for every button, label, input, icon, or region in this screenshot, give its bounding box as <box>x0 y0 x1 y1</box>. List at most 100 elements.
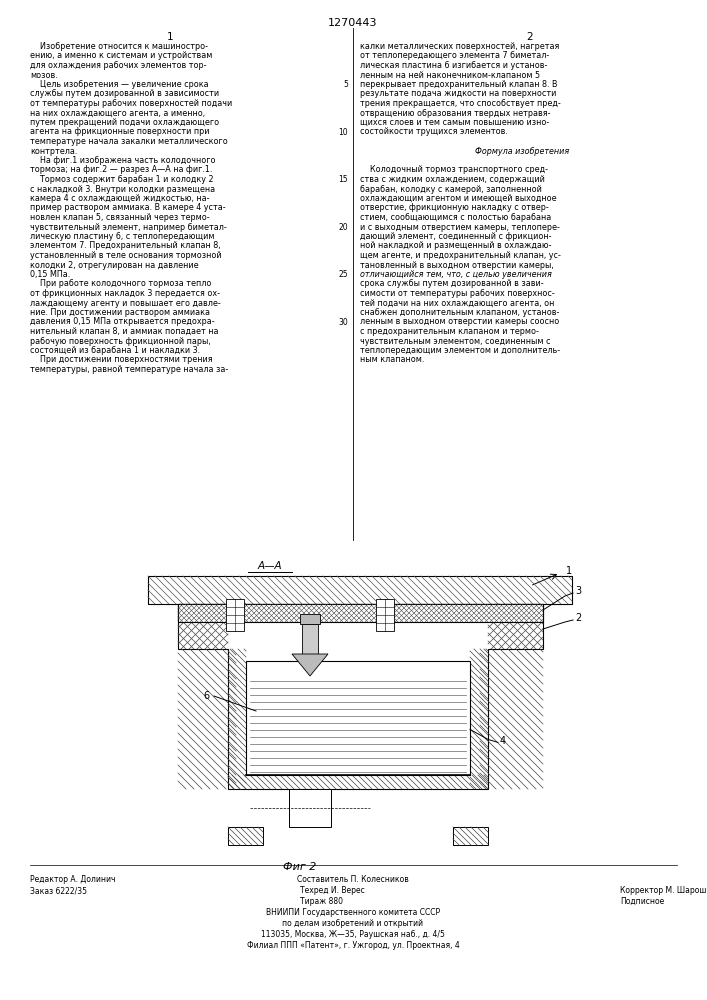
Text: колодки 2, отрегулирован на давление: колодки 2, отрегулирован на давление <box>30 260 199 269</box>
Text: 1270443: 1270443 <box>328 18 378 28</box>
Text: и с выходным отверстием камеры, теплопере-: и с выходным отверстием камеры, теплопер… <box>360 223 560 232</box>
Text: температуры, равной температуре начала за-: температуры, равной температуре начала з… <box>30 365 228 374</box>
Text: Филиал ППП «Патент», г. Ужгород, ул. Проектная, 4: Филиал ППП «Патент», г. Ужгород, ул. Про… <box>247 941 460 950</box>
Text: отвращению образования твердых нетравя-: отвращению образования твердых нетравя- <box>360 108 551 117</box>
Text: с накладкой 3. Внутри колодки размещена: с накладкой 3. Внутри колодки размещена <box>30 184 215 194</box>
Text: ленным на ней наконечником-клапаном 5: ленным на ней наконечником-клапаном 5 <box>360 70 540 80</box>
Text: 0,15 МПа.: 0,15 МПа. <box>30 270 70 279</box>
Text: 6: 6 <box>203 691 209 701</box>
Text: Формула изобретения: Формула изобретения <box>475 146 570 155</box>
Text: Составитель П. Колесников: Составитель П. Колесников <box>297 875 409 884</box>
Text: чувствительный элемент, например биметал-: чувствительный элемент, например биметал… <box>30 223 227 232</box>
Text: по делам изобретений и открытий: по делам изобретений и открытий <box>283 919 423 928</box>
Text: службы путем дозированной в зависимости: службы путем дозированной в зависимости <box>30 90 219 99</box>
Text: Корректор М. Шароши: Корректор М. Шароши <box>620 886 707 895</box>
Text: 1: 1 <box>167 32 173 42</box>
Bar <box>376 599 394 631</box>
Text: лическая пластина 6 изгибается и установ-: лическая пластина 6 изгибается и установ… <box>360 61 547 70</box>
Text: лическую пластину 6, с теплопередающим: лическую пластину 6, с теплопередающим <box>30 232 214 241</box>
Bar <box>453 827 488 845</box>
Bar <box>246 661 470 775</box>
Text: тановленный в выходном отверстии камеры,: тановленный в выходном отверстии камеры, <box>360 260 554 269</box>
Bar <box>226 599 244 631</box>
Text: Подписное: Подписное <box>620 897 665 906</box>
Text: тормоза; на фиг.2 — разрез А—А на фиг.1.: тормоза; на фиг.2 — разрез А—А на фиг.1. <box>30 165 212 174</box>
Text: нительный клапан 8, и аммиак попадает на: нительный клапан 8, и аммиак попадает на <box>30 327 218 336</box>
Text: 2: 2 <box>527 32 533 42</box>
Text: Цель изобретения — увеличение срока: Цель изобретения — увеличение срока <box>30 80 209 89</box>
Text: симости от температуры рабочих поверхнос-: симости от температуры рабочих поверхнос… <box>360 289 555 298</box>
Text: стием, сообщающимся с полостью барабана: стием, сообщающимся с полостью барабана <box>360 213 551 222</box>
Text: трения прекращается, что способствует пред-: трения прекращается, что способствует пр… <box>360 99 561 108</box>
Text: калки металлических поверхностей, нагретая: калки металлических поверхностей, нагрет… <box>360 42 559 51</box>
Text: температуре начала закалки металлического: температуре начала закалки металлическог… <box>30 137 228 146</box>
Text: состоящей из барабана 1 и накладки 3.: состоящей из барабана 1 и накладки 3. <box>30 346 200 355</box>
Text: агента на фрикционные поверхности при: агента на фрикционные поверхности при <box>30 127 209 136</box>
Text: лаждающему агенту и повышает его давле-: лаждающему агенту и повышает его давле- <box>30 298 221 308</box>
Text: 2: 2 <box>575 613 581 623</box>
Text: для охлаждения рабочих элементов тор-: для охлаждения рабочих элементов тор- <box>30 61 206 70</box>
Text: Колодочный тормоз транспортного сред-: Колодочный тормоз транспортного сред- <box>360 165 548 174</box>
Text: срока службы путем дозированной в зави-: срока службы путем дозированной в зави- <box>360 279 544 288</box>
Text: охлаждающим агентом и имеющей выходное: охлаждающим агентом и имеющей выходное <box>360 194 556 203</box>
Text: мозов.: мозов. <box>30 70 58 80</box>
Text: ленным в выходном отверстии камеры соосно: ленным в выходном отверстии камеры соосн… <box>360 318 559 326</box>
Text: Редактор А. Долинич: Редактор А. Долинич <box>30 875 115 884</box>
Text: При работе колодочного тормоза тепло: При работе колодочного тормоза тепло <box>30 279 211 288</box>
Text: перекрывает предохранительный клапан 8. В: перекрывает предохранительный клапан 8. … <box>360 80 558 89</box>
Text: путем прекращений подачи охлаждающего: путем прекращений подачи охлаждающего <box>30 118 219 127</box>
Text: На фиг.1 изображена часть колодочного: На фиг.1 изображена часть колодочного <box>30 156 216 165</box>
Text: 113035, Москва, Ж—35, Раушская наб., д. 4/5: 113035, Москва, Ж—35, Раушская наб., д. … <box>261 930 445 939</box>
Text: Фиг 2: Фиг 2 <box>284 862 317 872</box>
Polygon shape <box>292 654 328 676</box>
Text: При достижении поверхностями трения: При достижении поверхностями трения <box>30 356 213 364</box>
Text: Техред И. Верес: Техред И. Верес <box>300 886 365 895</box>
Text: ства с жидким охлаждением, содержащий: ства с жидким охлаждением, содержащий <box>360 175 545 184</box>
Bar <box>302 624 318 654</box>
Text: ВНИИПИ Государственного комитета СССР: ВНИИПИ Государственного комитета СССР <box>266 908 440 917</box>
Text: 20: 20 <box>339 223 348 232</box>
Text: на них охлаждающего агента, а именно,: на них охлаждающего агента, а именно, <box>30 108 205 117</box>
Text: 25: 25 <box>339 270 348 279</box>
Text: Изобретение относится к машиностро-: Изобретение относится к машиностро- <box>30 42 208 51</box>
Text: 15: 15 <box>339 175 348 184</box>
Text: пример раствором аммиака. В камере 4 уста-: пример раствором аммиака. В камере 4 уст… <box>30 204 226 213</box>
Text: чувствительным элементом, соединенным с: чувствительным элементом, соединенным с <box>360 336 551 346</box>
Bar <box>289 789 331 827</box>
Text: новлен клапан 5, связанный через термо-: новлен клапан 5, связанный через термо- <box>30 213 209 222</box>
Text: ным клапаном.: ным клапаном. <box>360 356 424 364</box>
Text: 4: 4 <box>500 736 506 746</box>
Text: контртела.: контртела. <box>30 146 77 155</box>
Text: щихся слоев и тем самым повышению изно-: щихся слоев и тем самым повышению изно- <box>360 118 549 127</box>
Text: тей подачи на них охлаждающего агента, он: тей подачи на них охлаждающего агента, о… <box>360 298 554 308</box>
Text: давления 0,15 МПа открывается предохра-: давления 0,15 МПа открывается предохра- <box>30 318 215 326</box>
Polygon shape <box>178 604 543 789</box>
Text: результате подача жидкости на поверхности: результате подача жидкости на поверхност… <box>360 90 556 99</box>
Text: Тормоз содержит барабан 1 и колодку 2: Тормоз содержит барабан 1 и колодку 2 <box>30 175 214 184</box>
Text: от теплопередающего элемента 7 биметал-: от теплопередающего элемента 7 биметал- <box>360 51 549 60</box>
Bar <box>300 614 320 624</box>
Text: рабочую поверхность фрикционной пары,: рабочую поверхность фрикционной пары, <box>30 336 211 346</box>
Text: снабжен дополнительным клапаном, установ-: снабжен дополнительным клапаном, установ… <box>360 308 559 317</box>
Text: ние. При достижении раствором аммиака: ние. При достижении раствором аммиака <box>30 308 210 317</box>
Bar <box>178 604 543 622</box>
Text: от температуры рабочих поверхностей подачи: от температуры рабочих поверхностей пода… <box>30 99 233 108</box>
Text: Заказ 6222/35: Заказ 6222/35 <box>30 886 87 895</box>
Text: от фрикционных накладок 3 передается ох-: от фрикционных накладок 3 передается ох- <box>30 289 220 298</box>
Text: 30: 30 <box>338 318 348 327</box>
Text: дающий элемент, соединенный с фрикцион-: дающий элемент, соединенный с фрикцион- <box>360 232 551 241</box>
Text: отличающийся тем, что, с целью увеличения: отличающийся тем, что, с целью увеличени… <box>360 270 552 279</box>
Text: состойкости трущихся элементов.: состойкости трущихся элементов. <box>360 127 508 136</box>
Text: 3: 3 <box>575 586 581 596</box>
Text: отверстие, фрикционную накладку с отвер-: отверстие, фрикционную накладку с отвер- <box>360 204 549 213</box>
Text: теплопередающим элементом и дополнитель-: теплопередающим элементом и дополнитель- <box>360 346 560 355</box>
Text: 1: 1 <box>566 566 572 576</box>
Text: барабан, колодку с камерой, заполненной: барабан, колодку с камерой, заполненной <box>360 184 542 194</box>
Text: камера 4 с охлаждающей жидкостью, на-: камера 4 с охлаждающей жидкостью, на- <box>30 194 209 203</box>
Text: ению, а именно к системам и устройствам: ению, а именно к системам и устройствам <box>30 51 212 60</box>
Text: с предохранительным клапаном и термо-: с предохранительным клапаном и термо- <box>360 327 539 336</box>
Text: А—А: А—А <box>257 561 282 571</box>
Text: 10: 10 <box>339 128 348 137</box>
Bar <box>228 827 263 845</box>
Text: 5: 5 <box>343 80 348 89</box>
